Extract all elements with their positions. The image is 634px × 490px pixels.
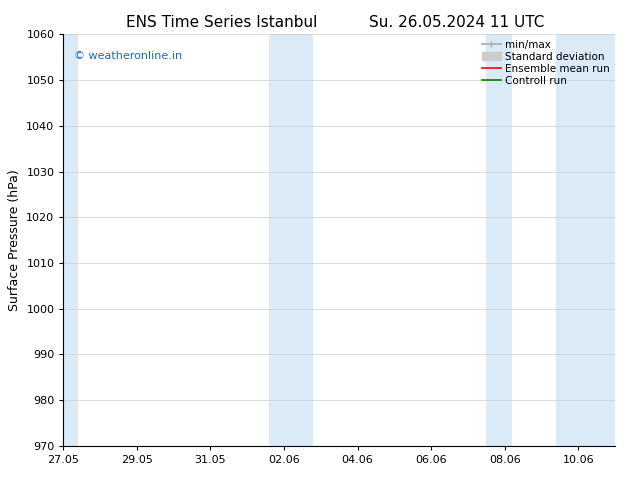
Bar — [556, 34, 615, 446]
Legend: min/max, Standard deviation, Ensemble mean run, Controll run: min/max, Standard deviation, Ensemble me… — [480, 37, 612, 88]
Text: ENS Time Series Istanbul: ENS Time Series Istanbul — [126, 15, 318, 30]
Text: Su. 26.05.2024 11 UTC: Su. 26.05.2024 11 UTC — [369, 15, 544, 30]
Bar — [63, 34, 78, 446]
Bar — [486, 34, 512, 446]
Text: © weatheronline.in: © weatheronline.in — [74, 51, 183, 61]
Bar — [269, 34, 313, 446]
Y-axis label: Surface Pressure (hPa): Surface Pressure (hPa) — [8, 169, 21, 311]
